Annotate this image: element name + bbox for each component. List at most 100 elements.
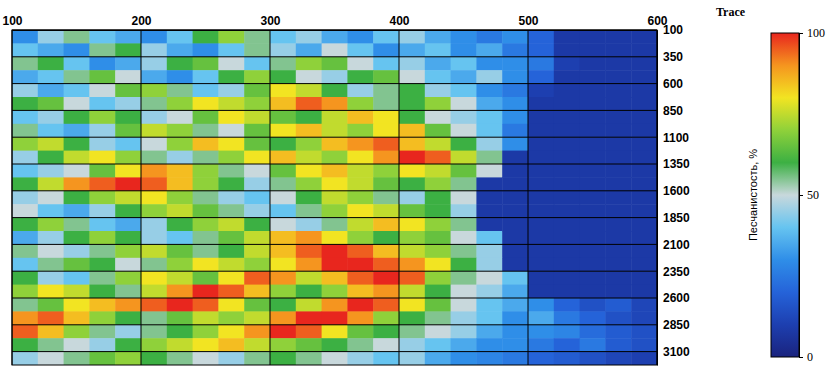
cell [64,84,90,98]
cell [244,285,270,299]
cell [347,110,373,124]
cell [580,258,606,272]
cell [12,84,38,98]
cell [270,124,296,138]
cell [373,97,399,111]
cell [64,124,90,138]
cell [244,244,270,258]
cell [115,191,141,205]
cell [580,271,606,285]
cell [451,244,477,258]
cell [89,244,115,258]
cell [64,258,90,272]
cell [322,338,348,352]
cell [244,177,270,191]
cell [554,137,580,151]
cell [89,231,115,245]
cell [115,43,141,57]
cell [399,204,425,218]
cell [554,311,580,325]
cell [373,151,399,165]
cell [476,191,502,205]
cell [89,164,115,178]
cell [502,70,528,84]
cell [38,258,64,272]
cell [554,298,580,312]
tick-mark [799,357,803,358]
cell [89,191,115,205]
cell [270,43,296,57]
tick-mark [799,33,803,34]
grid-line [12,351,657,352]
cell [631,84,657,98]
cell [373,352,399,365]
cell [425,338,451,352]
cell [451,110,477,124]
cell [502,231,528,245]
cell [322,110,348,124]
cell [38,325,64,339]
cell [115,311,141,325]
cell [373,70,399,84]
cell [528,271,554,285]
cell [373,298,399,312]
cell [451,84,477,98]
cell [502,97,528,111]
cell [554,43,580,57]
cell [89,218,115,232]
cell [399,84,425,98]
cell [322,124,348,138]
chart: 1002003004005006001003506008501100135016… [0,0,840,371]
cell [373,338,399,352]
tick: 100 [2,14,22,30]
cell [167,231,193,245]
tick: 1350 [657,157,690,171]
cell [64,325,90,339]
cell [347,191,373,205]
cell [476,57,502,71]
tick: 600 [657,77,683,91]
cell [64,271,90,285]
cell [218,151,244,165]
cell [399,338,425,352]
cell [451,137,477,151]
cell [580,177,606,191]
cell [476,151,502,165]
grid-line [12,324,657,325]
cell [476,97,502,111]
cell [528,124,554,138]
cell [631,151,657,165]
grid [12,30,657,365]
cell [296,311,322,325]
grid-line [12,244,657,245]
cell [193,338,219,352]
cell [451,298,477,312]
tick: 100 [799,26,825,40]
cell [89,84,115,98]
tick: 2100 [657,238,690,252]
cell [399,325,425,339]
cell [554,338,580,352]
cell [218,137,244,151]
cell [296,57,322,71]
cell [12,244,38,258]
cell [296,191,322,205]
cell [322,218,348,232]
cell [296,110,322,124]
cell [580,231,606,245]
cell [528,151,554,165]
cell [141,311,167,325]
tick: 500 [518,14,538,30]
cell [399,177,425,191]
cell [244,30,270,44]
cell [218,30,244,44]
cell [167,164,193,178]
cell [167,110,193,124]
cell [322,30,348,44]
cell [322,43,348,57]
cell [89,204,115,218]
cell [605,191,631,205]
cell [218,244,244,258]
cell [631,191,657,205]
cell [476,271,502,285]
